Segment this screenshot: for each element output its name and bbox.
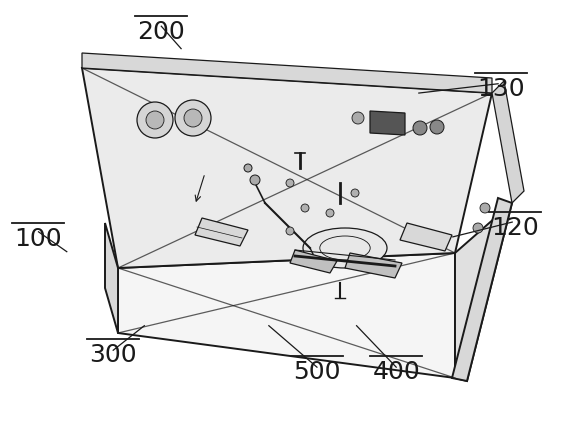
- Text: 400: 400: [372, 360, 420, 384]
- Circle shape: [351, 189, 359, 197]
- Polygon shape: [195, 218, 248, 246]
- Text: 300: 300: [89, 343, 137, 367]
- Text: 120: 120: [491, 217, 539, 240]
- Circle shape: [137, 102, 173, 138]
- Polygon shape: [370, 111, 405, 135]
- Circle shape: [286, 227, 294, 235]
- Polygon shape: [345, 253, 402, 278]
- Circle shape: [301, 204, 309, 212]
- Text: 200: 200: [138, 20, 185, 44]
- Circle shape: [146, 111, 164, 129]
- Polygon shape: [455, 203, 512, 381]
- Circle shape: [352, 112, 364, 124]
- Polygon shape: [452, 198, 512, 381]
- Ellipse shape: [303, 228, 387, 268]
- Circle shape: [244, 164, 252, 172]
- Polygon shape: [118, 253, 455, 378]
- Polygon shape: [82, 53, 492, 93]
- Circle shape: [326, 209, 334, 217]
- Text: 130: 130: [477, 77, 525, 101]
- Circle shape: [286, 179, 294, 187]
- Circle shape: [184, 109, 202, 127]
- Circle shape: [473, 223, 483, 233]
- Circle shape: [480, 203, 490, 213]
- Circle shape: [250, 175, 260, 185]
- Polygon shape: [82, 68, 492, 268]
- Polygon shape: [290, 250, 337, 273]
- Polygon shape: [400, 223, 452, 251]
- Text: 500: 500: [293, 360, 341, 384]
- Polygon shape: [492, 81, 524, 203]
- Polygon shape: [105, 223, 118, 333]
- Circle shape: [413, 121, 427, 135]
- Text: 100: 100: [15, 227, 62, 251]
- Circle shape: [175, 100, 211, 136]
- Circle shape: [430, 120, 444, 134]
